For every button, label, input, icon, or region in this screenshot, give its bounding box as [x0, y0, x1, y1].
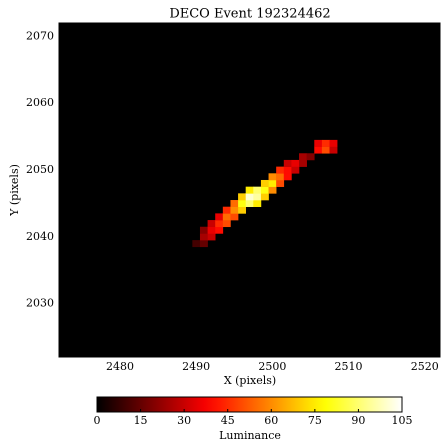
heatmap-cell: [207, 220, 216, 228]
heatmap-cell: [276, 173, 285, 181]
heatmap-cell: [253, 193, 262, 201]
y-tick-label: 2040: [26, 230, 54, 243]
y-axis-label: Y (pixels): [8, 164, 21, 217]
heatmap-cell: [199, 233, 208, 241]
x-tick-label: 2510: [335, 360, 363, 373]
x-tick-label: 2520: [411, 360, 439, 373]
heatmap-cell: [230, 206, 239, 214]
heatmap-cell: [314, 139, 323, 147]
heatmap-cell: [260, 179, 269, 187]
y-tick-label: 2030: [26, 297, 54, 310]
heatmap-cell: [207, 233, 216, 241]
x-tick-label: 2500: [258, 360, 286, 373]
heatmap-cell: [314, 146, 323, 154]
heatmap-cell: [283, 166, 292, 174]
heatmap-cell: [276, 166, 285, 174]
colorbar-tick-label: 0: [94, 414, 101, 427]
heatmap-cell: [199, 226, 208, 234]
colorbar-tick-label: 105: [392, 414, 413, 427]
colorbar-tick-label: 30: [177, 414, 191, 427]
heatmap-cell: [238, 193, 246, 201]
y-tick-label: 2060: [26, 96, 54, 109]
heatmap-cell: [245, 186, 254, 194]
colorbar-tick-label: 90: [351, 414, 365, 427]
heatmap-cell: [321, 146, 330, 154]
heatmap-cell: [222, 206, 231, 214]
colorbar-tick-label: 75: [308, 414, 322, 427]
y-tick-label: 2050: [26, 163, 54, 176]
heatmap-cell: [276, 179, 285, 187]
heatmap-cell: [329, 139, 338, 147]
heatmap-cell: [245, 200, 254, 207]
heatmap-cell: [291, 166, 300, 174]
heatmap-cell: [238, 200, 246, 207]
heatmap-cell: [291, 159, 300, 167]
heatmap-cell: [215, 213, 224, 221]
heatmap-cell: [260, 186, 269, 194]
chart-title: DECO Event 192324462: [169, 7, 330, 22]
heatmap-cell: [283, 173, 292, 181]
colorbar: [96, 396, 403, 413]
x-axis-label: X (pixels): [224, 374, 276, 387]
heatmap-cell: [230, 200, 239, 207]
heatmap-cell: [268, 179, 277, 187]
colorbar-tick-label: 15: [134, 414, 148, 427]
heatmap-cell: [207, 226, 216, 234]
heatmap-cell: [222, 213, 231, 221]
heatmap-cell: [245, 193, 254, 201]
heatmap-cell: [268, 186, 277, 194]
heatmap-cell: [321, 139, 330, 147]
heatmap-cell: [329, 146, 338, 154]
heatmap-cell: [215, 226, 224, 234]
colorbar-label: Luminance: [219, 429, 281, 442]
colorbar-tick-label: 45: [221, 414, 235, 427]
heatmap-cell: [306, 153, 315, 161]
x-tick-label: 2490: [182, 360, 210, 373]
heatmap: [192, 139, 338, 248]
heatmap-cell: [230, 213, 239, 221]
heatmap-cell: [299, 159, 307, 167]
heatmap-cell: [215, 220, 224, 228]
heatmap-cell: [299, 153, 307, 161]
heatmap-cell: [199, 240, 208, 248]
heatmap-cell: [253, 200, 262, 207]
y-tick-label: 2070: [26, 29, 54, 42]
heatmap-cell: [238, 206, 246, 214]
plot-frame: [58, 22, 441, 358]
x-tick-label: 2480: [106, 360, 134, 373]
heatmap-cell: [222, 220, 231, 228]
colorbar-tick-label: 60: [264, 414, 278, 427]
heatmap-cell: [260, 193, 269, 201]
heatmap-cell: [253, 186, 262, 194]
heatmap-cell: [268, 173, 277, 181]
heatmap-cell: [283, 159, 292, 167]
heatmap-cell: [192, 240, 201, 248]
